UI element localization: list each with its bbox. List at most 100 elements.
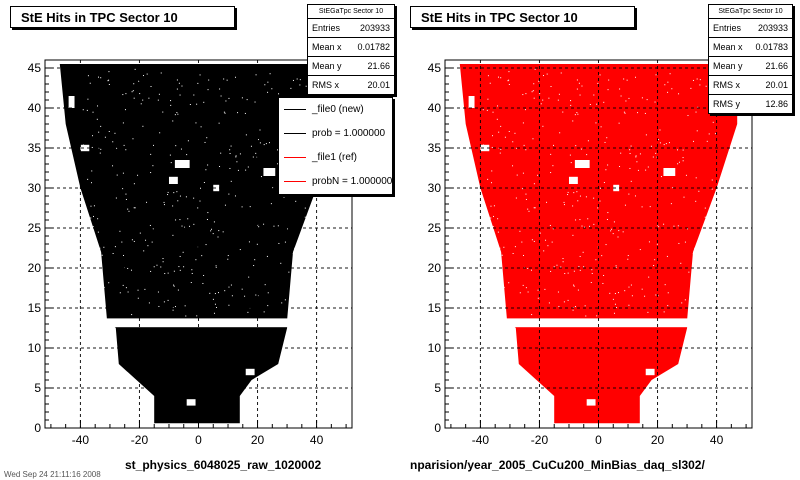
hit-speckle [525,198,527,200]
legend-line-swatch [284,157,306,158]
hit-speckle [131,314,133,316]
hit-speckle [581,225,583,227]
hit-speckle [610,230,612,232]
hit-speckle [514,246,516,248]
hit-speckle [550,270,552,272]
hit-speckle [644,295,646,297]
hit-speckle [88,287,90,289]
hit-speckle [88,311,90,313]
hit-speckle [236,161,238,163]
hit-speckle [550,153,552,155]
hit-speckle [583,266,585,268]
hit-speckle [173,285,175,287]
hit-speckle [682,157,684,159]
stats-label: RMS x [713,80,740,90]
hit-speckle [304,216,306,218]
hit-speckle [605,244,607,246]
hit-speckle [512,165,514,167]
hit-speckle [563,301,565,303]
hit-speckle [656,243,658,245]
hit-speckle [218,122,220,124]
y-tick-label: 45 [428,61,442,75]
hit-speckle [90,205,92,207]
y-tick-label: 20 [428,261,442,275]
hit-speckle [260,176,262,178]
hit-speckle [552,228,554,230]
hit-speckle [553,266,555,268]
hit-speckle [122,94,124,96]
hit-speckle [531,91,533,93]
hit-speckle [202,282,204,284]
hit-speckle [560,72,562,74]
hit-speckle [211,228,213,230]
hit-speckle [137,174,139,176]
hit-speckle [218,292,220,294]
hit-speckle [82,109,84,111]
dead-pad-gap [263,168,276,176]
stats-value: 0.01782 [357,42,390,52]
hit-speckle [223,111,225,113]
hit-speckle [630,180,632,182]
stats-value: 20.01 [367,80,390,90]
hit-speckle [563,201,565,203]
hit-speckle [589,225,591,227]
hit-speckle [579,94,581,96]
hit-speckle [525,287,527,289]
hit-speckle [137,297,139,299]
x-tick-label: -20 [531,433,549,447]
hit-speckle [131,239,133,241]
hit-speckle [542,125,544,127]
x-tick-label: 0 [195,433,202,447]
hit-speckle [195,122,197,124]
hit-speckle [299,79,301,81]
hit-speckle [92,226,94,228]
stats-label: Mean y [713,61,743,71]
hit-speckle [254,101,256,103]
dead-pad-gap [663,168,676,176]
hit-speckle [579,219,581,221]
hit-speckle [487,178,489,180]
stats-box: StEGaTpc Sector 10 Entries 203933 Mean x… [307,4,395,95]
hit-speckle [508,71,510,73]
hit-speckle [112,165,114,167]
hit-speckle [709,283,711,285]
hit-speckle [591,272,593,274]
hit-speckle [148,97,150,99]
hit-speckle [538,80,540,82]
hit-speckle [655,74,657,76]
hit-speckle [104,136,106,138]
hit-speckle [179,195,181,197]
hit-speckle [225,100,227,102]
hit-speckle [130,269,132,271]
hit-speckle [593,94,595,96]
hit-speckle [199,200,201,202]
hit-speckle [556,264,558,266]
hit-speckle [665,143,667,145]
hit-speckle [176,112,178,114]
hit-speckle [263,311,265,313]
hit-speckle [634,195,636,197]
hit-speckle [550,172,552,174]
hit-speckle [690,87,692,89]
hit-speckle [231,295,233,297]
hit-speckle [514,132,516,134]
dead-pad-gap [168,176,178,184]
hit-speckle [91,146,93,148]
hit-speckle [664,84,666,86]
hit-speckle [551,241,553,243]
hit-speckle [654,101,656,103]
hit-speckle [197,82,199,84]
hit-speckle [489,82,491,84]
hit-speckle [181,225,183,227]
hit-speckle [305,85,307,87]
hit-speckle [560,266,562,268]
hit-speckle [576,79,578,81]
hit-speckle [167,194,169,196]
hit-speckle [712,121,714,123]
hit-speckle [708,133,710,135]
hit-speckle [169,154,171,156]
hit-speckle [680,262,682,264]
hit-speckle [492,215,494,217]
hit-speckle [624,112,626,114]
hit-speckle [91,275,93,277]
